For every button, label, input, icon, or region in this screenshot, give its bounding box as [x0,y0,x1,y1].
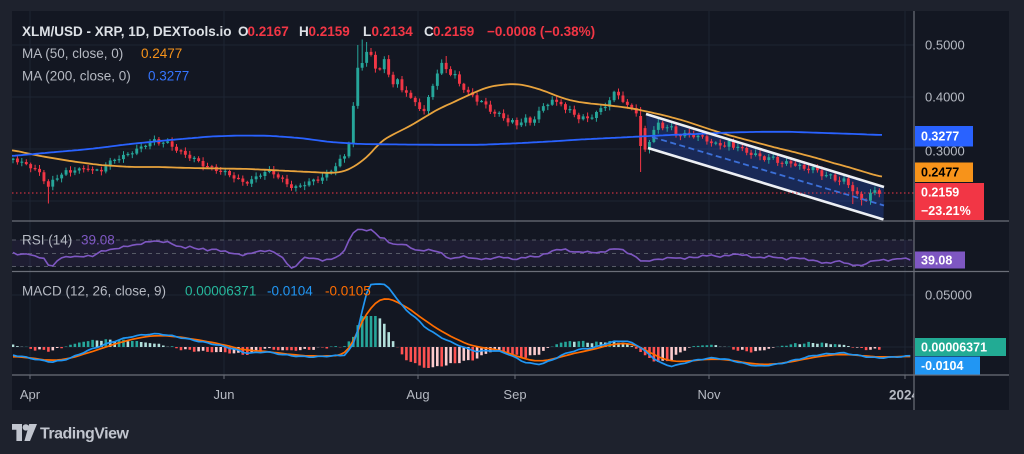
svg-text:XLM/USD - XRP, 1D, DEXTools.io: XLM/USD - XRP, 1D, DEXTools.io O0.2167 H0.… [22,24,595,39]
svg-text:0.2159: 0.2159 [921,186,959,200]
svg-text:0.4000: 0.4000 [925,90,965,105]
svg-text:0.2477: 0.2477 [921,166,959,180]
svg-text:0.3000: 0.3000 [925,144,965,159]
svg-text:39.08: 39.08 [921,253,952,267]
svg-text:Jun: Jun [214,387,235,402]
svg-text:Aug: Aug [406,387,429,402]
svg-text:Apr: Apr [20,387,41,402]
svg-text:0.05000: 0.05000 [925,288,972,303]
svg-text:0.5000: 0.5000 [925,38,965,53]
svg-text:0.3277: 0.3277 [921,130,959,144]
svg-text:Sep: Sep [503,387,526,402]
svg-text:MA (50, close, 0) 0.2477: MA (50, close, 0) 0.2477 [22,46,182,61]
svg-text:−23.21%: −23.21% [921,204,971,218]
svg-text:-0.0104: -0.0104 [921,359,963,373]
svg-text:Nov: Nov [697,387,721,402]
svg-text:0.00006371: 0.00006371 [921,340,987,354]
svg-text:RSI (14) 39.08: RSI (14) 39.08 [22,233,115,248]
svg-text:MA (200, close, 0) 0.3277: MA (200, close, 0) 0.3277 [22,69,189,84]
svg-text:TradingView: TradingView [40,426,130,443]
svg-text:2024: 2024 [889,387,920,402]
svg-text:MACD (12, 26, close, 9) 0.0000: MACD (12, 26, close, 9) 0.00006371 -0.010… [22,284,371,299]
